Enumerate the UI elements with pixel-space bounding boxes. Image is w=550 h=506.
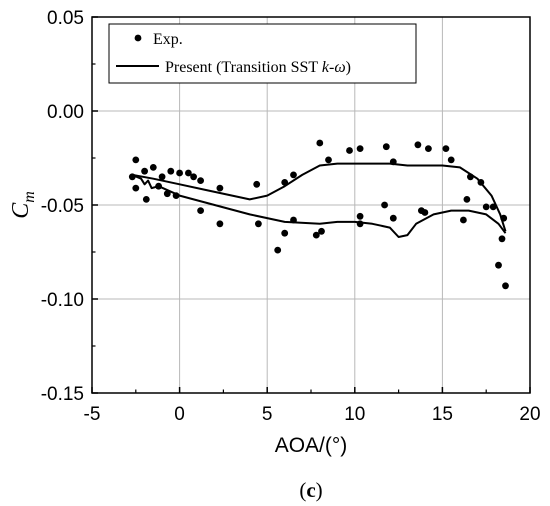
- exp-data-point: [425, 145, 432, 153]
- exp-data-point: [389, 158, 397, 166]
- exp-data-point: [500, 214, 508, 222]
- present-line-lower-branch: [131, 173, 507, 238]
- exp-data-point: [290, 216, 297, 224]
- exp-data-point: [316, 139, 324, 147]
- exp-data-point: [318, 227, 325, 235]
- exp-data-point: [158, 173, 166, 181]
- legend-box: [108, 23, 417, 84]
- exp-data-point: [142, 196, 150, 203]
- exp-data-point: [477, 179, 485, 186]
- y-axis-title-subscript: m: [21, 191, 38, 203]
- exp-data-point: [197, 177, 205, 185]
- y-tick-label: 0.05: [47, 8, 84, 29]
- exp-data-point: [167, 167, 175, 175]
- legend-exp-marker: [134, 34, 142, 42]
- legend: Exp. Present (Transition SST k-ω): [108, 23, 417, 84]
- axis-ticks: -5 0 5 10 15 20 0.05 0.00 -0.05 -0.10 -0.15: [41, 8, 541, 425]
- exp-data-point: [460, 216, 467, 224]
- x-tick-label: 10: [344, 404, 365, 425]
- exp-data-point: [442, 145, 450, 153]
- legend-present-label: Present (Transition SST k-ω): [165, 59, 351, 76]
- legend-exp-label: Exp.: [153, 31, 183, 48]
- exp-data-point: [463, 196, 471, 203]
- exp-data-point: [155, 182, 163, 190]
- exp-data-point: [149, 164, 157, 171]
- exp-data-point: [346, 147, 353, 154]
- exp-data-point: [482, 203, 490, 211]
- exp-data-point: [495, 261, 502, 269]
- y-tick-label: -0.15: [41, 384, 84, 405]
- exp-data-point: [281, 229, 289, 237]
- exp-data-point: [132, 156, 140, 164]
- y-tick-label: 0.00: [47, 102, 84, 123]
- exp-data-point: [502, 282, 509, 290]
- exp-data-point: [447, 156, 455, 164]
- exp-data-point: [132, 184, 140, 192]
- exp-data-point: [274, 246, 282, 254]
- x-axis-title: AOA/(°): [275, 434, 348, 457]
- x-tick-label: 0: [174, 404, 185, 425]
- exp-data-point: [414, 141, 422, 149]
- figure-caption: (c): [299, 478, 322, 502]
- exp-data-point: [325, 156, 332, 164]
- exp-data-point: [163, 190, 171, 198]
- exp-data-point: [312, 231, 320, 239]
- series-layer: [128, 139, 509, 290]
- exp-data-point: [467, 173, 474, 181]
- exp-data-point: [141, 167, 149, 175]
- y-tick-label: -0.10: [41, 290, 84, 311]
- exp-data-point: [128, 173, 136, 181]
- exp-data-point: [253, 180, 261, 188]
- exp-data-point: [290, 171, 297, 179]
- exp-data-point: [356, 220, 364, 228]
- x-tick-label: -5: [84, 404, 101, 425]
- present-line-upper-branch: [132, 162, 507, 232]
- exp-data-point: [498, 235, 506, 243]
- exp-data-point: [382, 143, 390, 151]
- y-axis-title: Cm: [8, 191, 38, 219]
- x-tick-label: 15: [432, 404, 453, 425]
- exp-data-point: [255, 220, 262, 228]
- exp-data-point: [489, 203, 497, 211]
- exp-data-point: [190, 173, 198, 181]
- exp-data-point: [356, 212, 364, 220]
- exp-data-point: [216, 184, 224, 192]
- x-tick-label: 5: [262, 404, 273, 425]
- x-tick-label: 20: [519, 404, 540, 425]
- exp-data-point: [185, 169, 192, 177]
- y-axis-title-main: C: [8, 202, 34, 219]
- y-tick-label: -0.05: [41, 196, 84, 217]
- exp-data-point: [176, 169, 184, 177]
- exp-data-point: [421, 209, 429, 216]
- exp-data-point: [172, 192, 180, 200]
- exp-data-point: [197, 207, 205, 215]
- exp-data-point: [356, 145, 364, 153]
- exp-data-point: [281, 179, 289, 186]
- exp-data-point: [389, 214, 397, 222]
- exp-data-point: [381, 201, 388, 209]
- exp-data-point: [216, 220, 224, 228]
